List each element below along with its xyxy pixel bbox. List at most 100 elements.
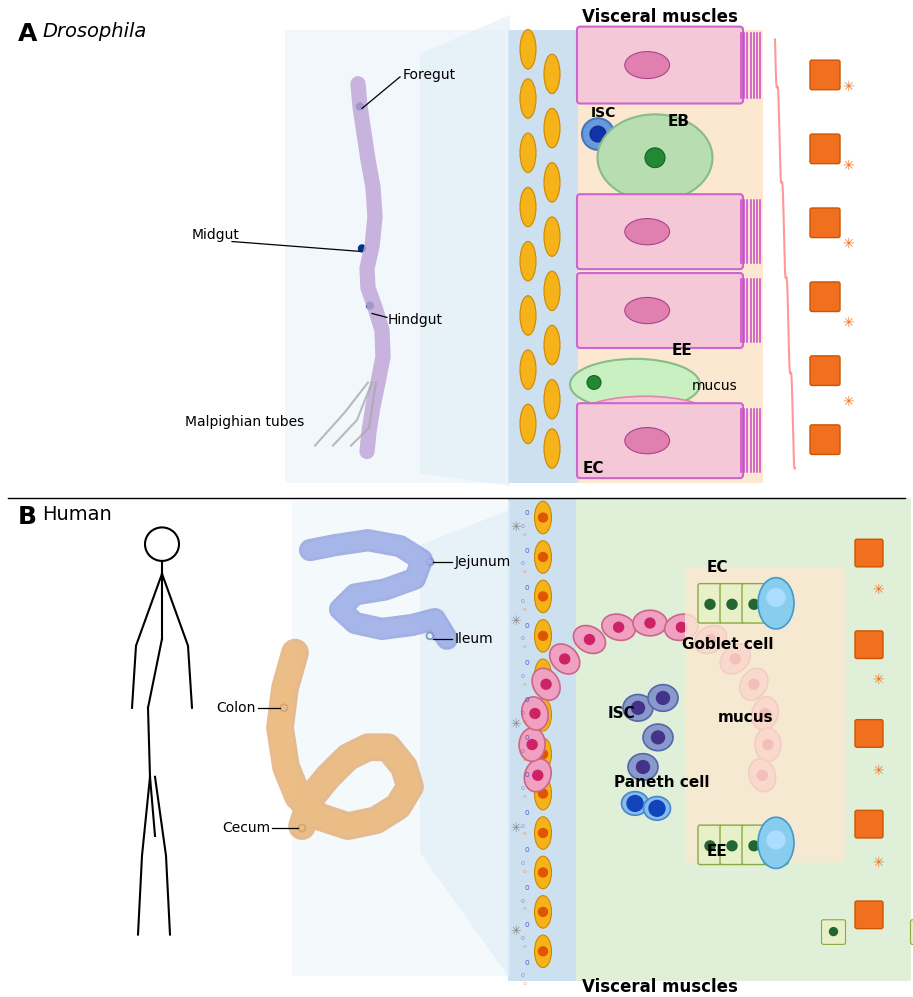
FancyBboxPatch shape [855,720,883,747]
Circle shape [366,302,373,309]
Ellipse shape [534,856,551,888]
Ellipse shape [520,404,536,444]
Ellipse shape [534,699,551,731]
Circle shape [539,907,548,916]
Text: 0: 0 [521,749,525,754]
Ellipse shape [645,148,665,167]
FancyBboxPatch shape [698,826,722,864]
Circle shape [627,796,643,812]
Ellipse shape [521,697,548,730]
FancyBboxPatch shape [855,811,883,837]
Text: o: o [525,771,530,780]
Polygon shape [420,509,510,979]
Ellipse shape [751,697,778,730]
Text: ✳: ✳ [842,316,854,330]
FancyBboxPatch shape [508,30,578,483]
Circle shape [771,840,781,850]
Ellipse shape [628,754,658,781]
Ellipse shape [544,163,560,202]
Circle shape [539,868,548,877]
Text: o: o [523,531,527,536]
Text: o: o [523,757,527,762]
Text: o: o [523,569,527,574]
Text: 0: 0 [521,973,525,978]
Circle shape [705,840,715,850]
Ellipse shape [520,296,536,335]
Ellipse shape [644,797,670,821]
Ellipse shape [665,614,698,640]
Ellipse shape [534,895,551,928]
Text: ✳: ✳ [510,925,521,938]
Circle shape [539,829,548,837]
Ellipse shape [622,792,648,816]
FancyBboxPatch shape [577,27,743,104]
Circle shape [527,740,537,750]
Text: ✳: ✳ [842,395,854,409]
Ellipse shape [544,54,560,94]
Ellipse shape [573,625,605,653]
Ellipse shape [544,325,560,365]
Ellipse shape [643,724,673,751]
Text: o: o [525,620,530,629]
Text: o: o [523,944,527,949]
Circle shape [706,634,716,644]
Text: 0: 0 [521,523,525,529]
Text: ✳: ✳ [510,614,521,627]
Ellipse shape [581,396,709,432]
Circle shape [645,618,655,628]
FancyBboxPatch shape [577,194,743,269]
Ellipse shape [544,217,560,256]
Text: Cecum: Cecum [222,822,270,835]
Ellipse shape [520,187,536,226]
Text: ISC: ISC [608,706,635,721]
Ellipse shape [544,429,560,469]
Text: o: o [525,958,530,967]
Text: ✳: ✳ [842,237,854,251]
Text: Visceral muscles: Visceral muscles [582,8,738,26]
FancyBboxPatch shape [824,990,849,997]
FancyBboxPatch shape [292,500,510,976]
FancyBboxPatch shape [810,356,840,386]
Ellipse shape [520,241,536,281]
FancyBboxPatch shape [822,920,845,944]
Text: ✳: ✳ [842,80,854,94]
Text: EE: EE [707,843,728,858]
Text: 0: 0 [521,898,525,903]
FancyBboxPatch shape [810,425,840,455]
FancyBboxPatch shape [742,826,766,864]
Text: Drosophila: Drosophila [42,22,146,41]
Circle shape [767,588,785,606]
Circle shape [757,771,767,781]
Text: o: o [523,981,527,986]
FancyBboxPatch shape [577,403,743,479]
FancyBboxPatch shape [910,920,913,944]
Ellipse shape [520,133,536,172]
Circle shape [656,692,669,704]
Ellipse shape [532,668,560,700]
Text: ✳: ✳ [510,718,521,731]
FancyBboxPatch shape [810,282,840,311]
Circle shape [539,631,548,640]
Circle shape [636,761,649,774]
Ellipse shape [544,109,560,148]
Polygon shape [420,15,510,486]
Text: EE: EE [672,343,693,358]
Circle shape [652,731,665,744]
FancyBboxPatch shape [508,498,576,981]
Ellipse shape [520,350,536,390]
Ellipse shape [755,728,781,762]
FancyBboxPatch shape [698,583,722,623]
Circle shape [760,709,770,719]
Ellipse shape [582,119,614,150]
Text: A: A [18,22,37,46]
Ellipse shape [544,271,560,310]
Ellipse shape [749,759,776,792]
Circle shape [539,790,548,798]
Ellipse shape [524,759,551,792]
Circle shape [541,679,551,689]
Ellipse shape [623,695,653,721]
Ellipse shape [534,738,551,771]
Circle shape [705,599,715,609]
Text: o: o [523,831,527,836]
Text: Paneth cell: Paneth cell [614,775,709,790]
